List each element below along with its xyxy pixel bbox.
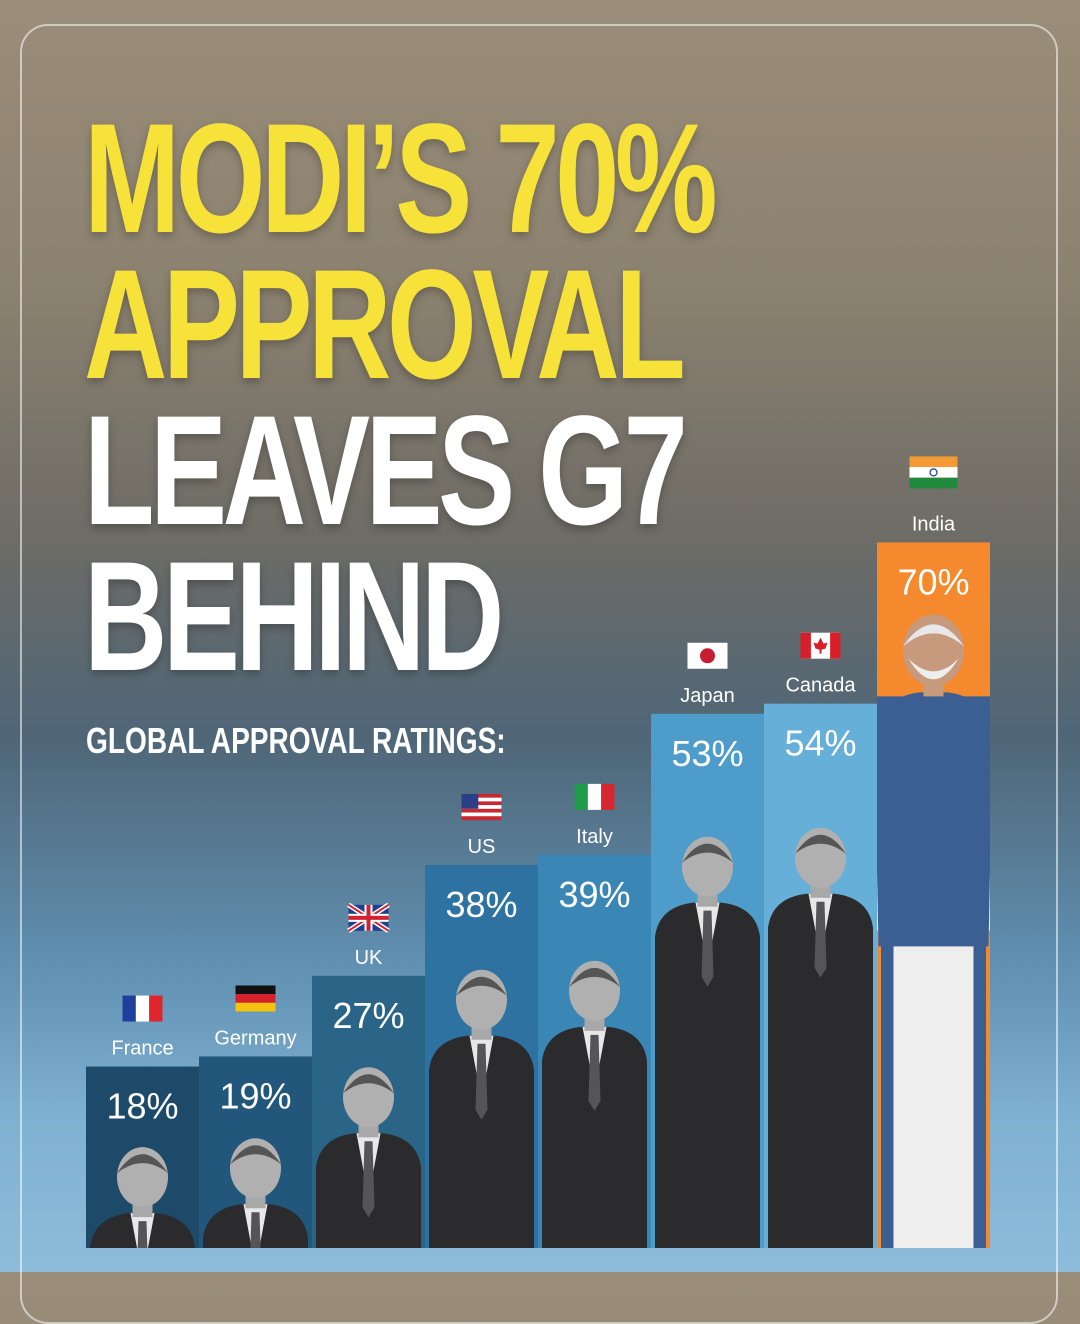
data-label-france: 18% bbox=[106, 1086, 178, 1127]
leader-portrait bbox=[768, 827, 873, 1248]
bar-group-us: 38% US bbox=[425, 793, 538, 1248]
headline-line-4: BEHIND bbox=[84, 530, 504, 704]
data-label-india: 70% bbox=[897, 561, 969, 602]
bar-group-uk: 27% UK bbox=[312, 902, 425, 1248]
headline: MODI’S 70% APPROVAL LEAVES G7 BEHIND bbox=[84, 92, 934, 704]
france-flag-icon bbox=[122, 995, 163, 1022]
headline-line-1: MODI’S 70% bbox=[84, 92, 718, 266]
data-label-uk: 27% bbox=[332, 995, 404, 1036]
headline-line-3: LEAVES G7 bbox=[84, 384, 688, 558]
leader-portrait bbox=[877, 614, 990, 1248]
uk-flag-icon bbox=[347, 902, 390, 933]
category-label-india: India bbox=[912, 513, 956, 535]
approval-bar-chart: 18% France 19% Germany 27% UK 38% US 39% Italy 53%… bbox=[86, 456, 990, 1249]
headline-line-2: APPROVAL bbox=[84, 238, 686, 412]
category-label-italy: Italy bbox=[576, 826, 613, 848]
leader-portrait bbox=[655, 836, 760, 1248]
leader-portrait bbox=[316, 1067, 421, 1248]
bar-group-italy: 39% Italy bbox=[538, 783, 651, 1248]
category-label-germany: Germany bbox=[214, 1027, 296, 1049]
bar-group-canada: 54% Canada bbox=[764, 632, 877, 1248]
germany-flag-icon bbox=[235, 985, 276, 1012]
canada-flag-icon bbox=[800, 632, 841, 659]
leader-portrait bbox=[429, 969, 534, 1248]
japan-flag-icon bbox=[687, 642, 728, 669]
category-label-canada: Canada bbox=[785, 675, 856, 697]
category-label-france: France bbox=[111, 1038, 173, 1060]
india-flag-icon bbox=[909, 456, 958, 489]
leader-portrait bbox=[90, 1147, 195, 1249]
category-label-japan: Japan bbox=[680, 685, 735, 707]
italy-flag-icon bbox=[574, 783, 615, 810]
leader-portrait bbox=[203, 1138, 308, 1248]
bar-group-france: 18% France bbox=[86, 995, 199, 1249]
data-label-germany: 19% bbox=[219, 1075, 291, 1116]
chart-subtitle: GLOBAL APPROVAL RATINGS: bbox=[86, 720, 506, 761]
data-label-us: 38% bbox=[445, 884, 517, 925]
leader-portrait bbox=[542, 960, 647, 1248]
data-label-canada: 54% bbox=[784, 723, 856, 764]
us-flag-icon bbox=[461, 793, 502, 821]
bar-group-india: 70% India bbox=[877, 456, 990, 1248]
data-label-japan: 53% bbox=[671, 733, 743, 774]
bar-group-japan: 53% Japan bbox=[651, 642, 764, 1248]
bar-group-germany: 19% Germany bbox=[199, 985, 312, 1248]
data-label-italy: 39% bbox=[558, 874, 630, 915]
category-label-us: US bbox=[468, 836, 496, 858]
category-label-uk: UK bbox=[355, 947, 383, 969]
